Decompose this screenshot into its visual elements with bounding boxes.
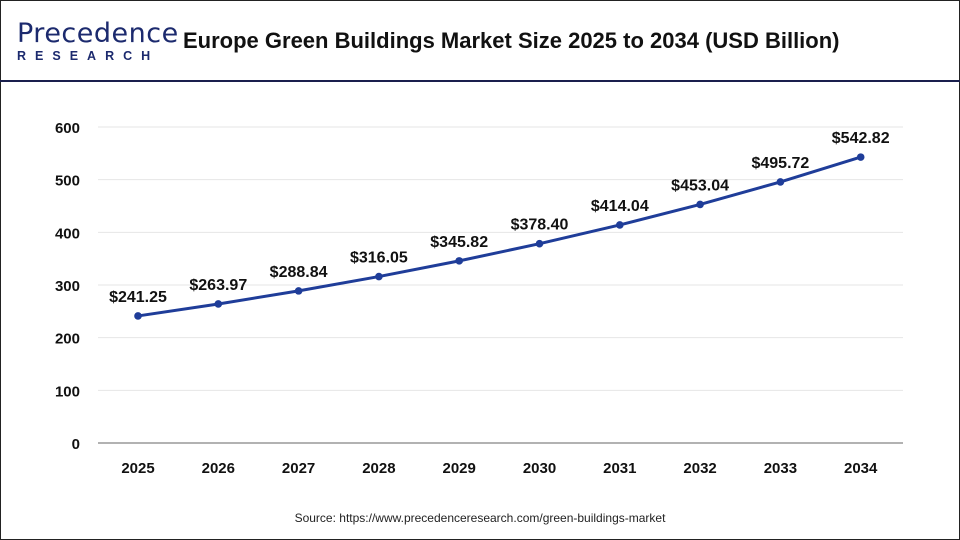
x-tick-label: 2029	[443, 460, 476, 477]
data-point	[134, 312, 142, 320]
data-label: $414.04	[591, 198, 649, 215]
data-point	[776, 178, 785, 186]
data-label: $378.40	[511, 217, 569, 234]
data-label: $542.82	[832, 130, 890, 147]
data-label: $316.05	[350, 250, 408, 267]
x-tick-label: 2033	[764, 460, 797, 477]
data-point	[616, 221, 624, 229]
logo-bottom: RESEARCH	[17, 49, 160, 63]
y-tick-label: 600	[55, 120, 80, 137]
data-label: $453.04	[671, 177, 729, 194]
header: Precedence RESEARCH Europe Green Buildin…	[0, 0, 960, 82]
data-point	[535, 239, 544, 248]
x-tick-label: 2025	[121, 460, 154, 477]
logo-top: Precedence	[17, 18, 179, 49]
data-point	[455, 257, 464, 265]
y-tick-label: 300	[55, 278, 80, 295]
y-tick-label: 500	[55, 173, 80, 190]
source-text: Source: https://www.precedenceresearch.c…	[294, 511, 666, 525]
series-line	[137, 155, 862, 318]
data-point	[294, 287, 303, 295]
y-tick-label: 200	[55, 331, 80, 348]
x-tick-label: 2026	[202, 460, 235, 477]
precedence-research-logo: Precedence RESEARCH	[17, 18, 179, 64]
data-label: $241.25	[109, 289, 167, 306]
x-tick-label: 2034	[844, 460, 878, 477]
data-point	[375, 272, 383, 281]
data-point	[696, 200, 704, 209]
data-point	[214, 300, 223, 308]
y-tick-label: 400	[55, 225, 80, 242]
data-label: $288.84	[270, 264, 328, 281]
data-label: $345.82	[430, 234, 488, 251]
data-label: $263.97	[189, 277, 247, 294]
x-tick-label: 2030	[523, 460, 556, 477]
x-tick-label: 2032	[683, 460, 716, 477]
y-tick-label: 0	[72, 436, 80, 453]
x-tick-label: 2027	[282, 460, 315, 477]
y-tick-label: 100	[55, 383, 80, 400]
data-label: $495.72	[751, 155, 809, 172]
x-tick-label: 2028	[362, 460, 395, 477]
data-point	[856, 153, 865, 161]
chart-title: Europe Green Buildings Market Size 2025 …	[183, 28, 840, 53]
x-tick-label: 2031	[603, 460, 636, 477]
